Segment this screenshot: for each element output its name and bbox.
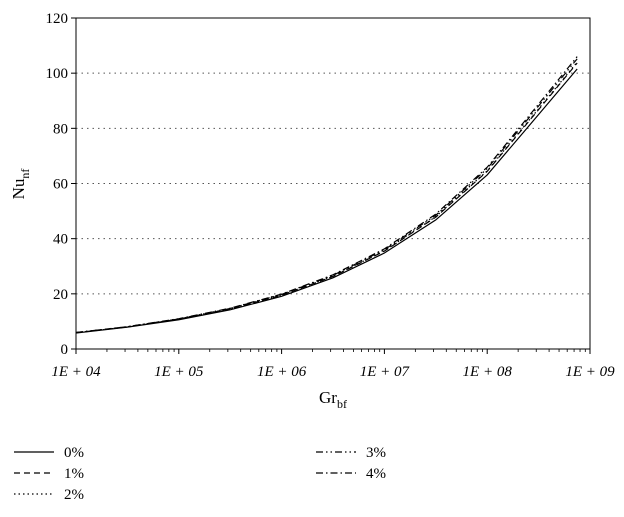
series-line-0pct xyxy=(75,68,578,334)
y-tick-label: 60 xyxy=(53,177,68,193)
series-line-4pct xyxy=(75,56,578,334)
y-tick-label: 120 xyxy=(46,11,69,27)
series-line-2pct xyxy=(75,61,578,334)
y-tick-label: 80 xyxy=(53,121,68,137)
x-tick-label: 1E + 08 xyxy=(463,364,513,380)
legend-label: 2% xyxy=(64,487,84,503)
x-tick-label: 1E + 04 xyxy=(51,364,101,380)
x-tick-label: 1E + 06 xyxy=(257,364,307,380)
x-axis-label: Grbf xyxy=(319,388,347,411)
legend-label: 1% xyxy=(64,466,84,482)
x-tick-label: 1E + 05 xyxy=(154,364,204,380)
y-tick-label: 100 xyxy=(46,66,69,82)
legend-label: 4% xyxy=(366,466,386,482)
y-tick-label: 0 xyxy=(61,342,69,358)
legend: 0% 1% 2% 3% 4% xyxy=(14,445,386,503)
series-line-3pct xyxy=(75,58,578,334)
x-tick-label: 1E + 07 xyxy=(360,364,411,380)
y-tick-label: 20 xyxy=(53,287,68,303)
x-tick-label: 1E + 09 xyxy=(565,364,615,380)
legend-label: 3% xyxy=(366,445,386,461)
y-tick-label: 40 xyxy=(53,232,68,248)
series-line-1pct xyxy=(75,62,578,334)
y-axis-label: Nunf xyxy=(9,169,32,200)
legend-label: 0% xyxy=(64,445,84,461)
